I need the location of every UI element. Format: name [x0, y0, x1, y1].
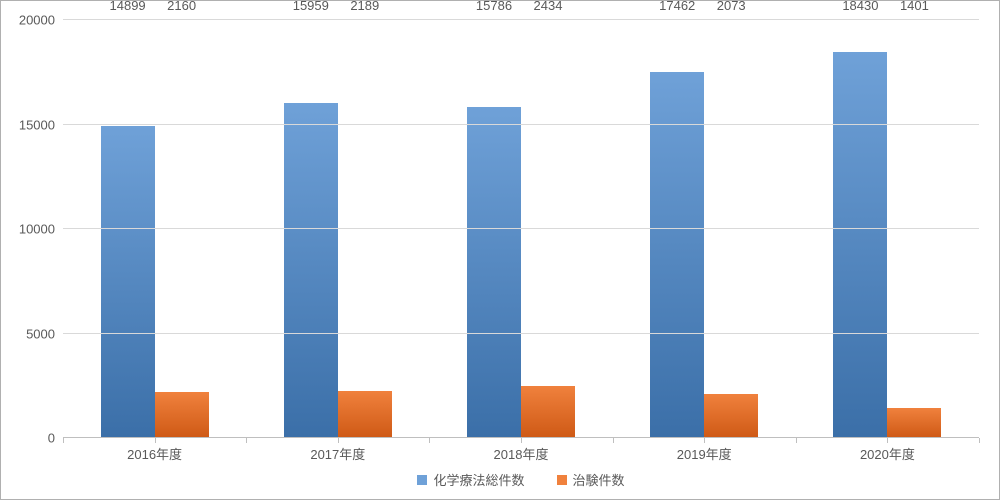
bar-data-label: 15786: [476, 0, 512, 13]
bar-series-2: [887, 408, 941, 437]
gridline: 10000: [63, 228, 979, 229]
legend-label-1: 化学療法総件数: [433, 470, 524, 489]
y-tick-label: 20000: [19, 13, 63, 28]
x-axis: 2016年度2017年度2018年度2019年度2020年度: [63, 438, 979, 466]
gridline: 15000: [63, 124, 979, 125]
bar-data-label: 1401: [900, 0, 929, 13]
bar-series-1: [101, 126, 155, 437]
chart-container: 14899 2160 15959 2189 15786 2434 17462 2073 1843…: [0, 0, 1000, 500]
x-tick-label: 2020年度: [796, 438, 979, 466]
bar-series-2: [521, 386, 575, 437]
bar-data-label: 15959: [293, 0, 329, 13]
x-tick-label: 2018年度: [429, 438, 612, 466]
bar-data-label: 14899: [110, 0, 146, 13]
gridline: 20000: [63, 19, 979, 20]
legend-swatch-2: [557, 475, 567, 485]
y-tick-label: 0: [48, 431, 63, 446]
bar-data-label: 2160: [167, 0, 196, 13]
legend-item-series-1: 化学療法総件数: [417, 470, 524, 489]
bar-series-1: [833, 52, 887, 437]
bar-series-1: [284, 103, 338, 437]
x-tick-mark: [979, 438, 980, 443]
bar-series-2: [704, 394, 758, 437]
plot-area: 1489921601595921891578624341746220731843…: [63, 19, 979, 438]
x-tick-label: 2016年度: [63, 438, 246, 466]
legend: 化学療法総件数 治験件数: [63, 466, 979, 491]
bar-series-1: [467, 107, 521, 437]
y-tick-label: 10000: [19, 222, 63, 237]
bar-series-2: [338, 391, 392, 437]
y-tick-label: 15000: [19, 117, 63, 132]
bar-data-label: 2073: [717, 0, 746, 13]
y-tick-label: 5000: [26, 326, 63, 341]
x-tick-label: 2017年度: [246, 438, 429, 466]
bar-data-label: 2189: [350, 0, 379, 13]
bar-series-1: [650, 72, 704, 437]
gridline: 5000: [63, 333, 979, 334]
x-tick-label: 2019年度: [613, 438, 796, 466]
bar-data-label: 2434: [534, 0, 563, 13]
legend-item-series-2: 治験件数: [557, 470, 625, 489]
legend-label-2: 治験件数: [573, 470, 625, 489]
bar-series-2: [155, 392, 209, 437]
legend-swatch-1: [417, 475, 427, 485]
bar-data-label: 17462: [659, 0, 695, 13]
bar-data-label: 18430: [842, 0, 878, 13]
